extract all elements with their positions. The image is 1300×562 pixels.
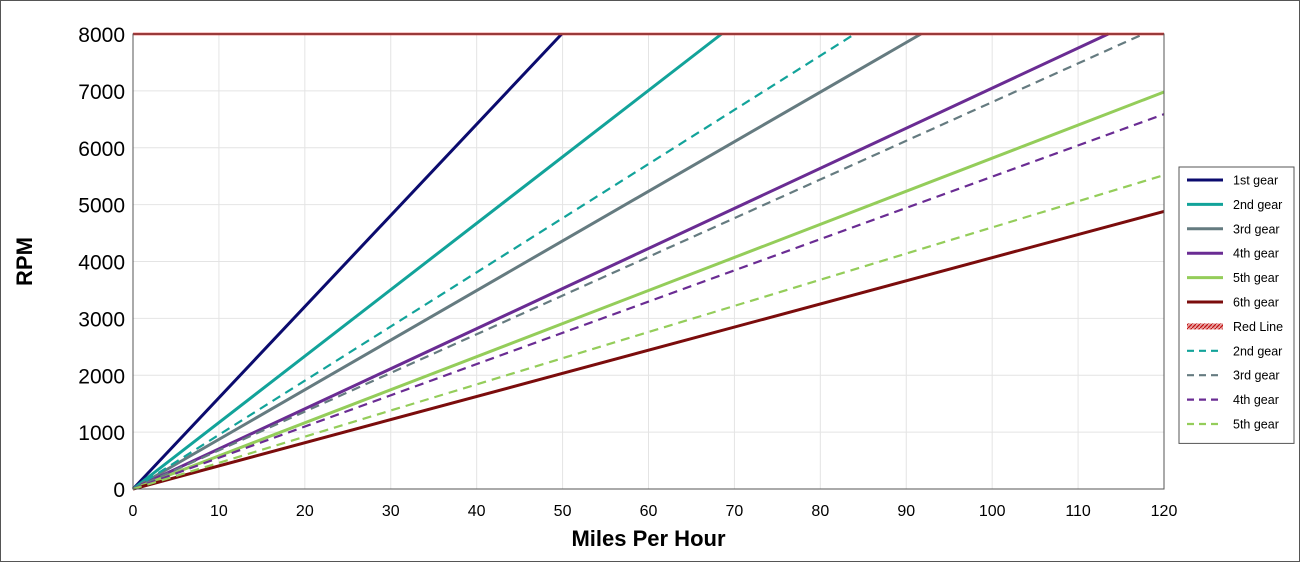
legend-box [1178,166,1295,444]
series-line-3rd-gear-dashed [132,32,1144,491]
series-line-3rd-gear-solid [132,32,922,491]
x-tick-label: 120 [1151,503,1178,520]
legend-label-6th-gear-solid: 6th gear [1233,296,1279,310]
x-axis-title: Miles Per Hour [571,526,725,551]
legend-label-3rd-gear-solid: 3rd gear [1233,222,1280,236]
x-tick-label: 110 [1065,503,1091,520]
x-tick-label: 60 [640,503,658,520]
y-tick-label: 8000 [78,24,125,47]
x-tick-label: 20 [296,503,314,520]
grid-lines [132,33,1165,490]
legend-label-5th-gear-dashed: 5th gear [1233,418,1279,432]
series-line-4th-gear-solid [132,32,1109,491]
legend-swatch-red-line-redline [1187,323,1223,330]
series-line-4th-gear-dashed [132,113,1165,491]
x-tick-label: 80 [811,503,829,520]
legend-label-5th-gear-solid: 5th gear [1233,271,1279,285]
series-line-1st-gear-solid [131,32,563,491]
x-tick-label: 0 [129,503,138,520]
legend: 1st gear 2nd gear 3rd gear 4th gear 5th gear… [1178,166,1295,444]
series-lines [131,32,1165,491]
legend-label-2nd-gear-dashed: 2nd gear [1233,344,1282,358]
x-tick-label: 40 [468,503,486,520]
y-tick-label: 3000 [78,308,125,331]
legend-label-1st-gear-solid: 1st gear [1233,174,1278,188]
x-tick-label: 30 [382,503,400,520]
series-line-2nd-gear-solid [132,32,723,491]
y-tick-label: 6000 [78,138,125,161]
legend-label-4th-gear-solid: 4th gear [1233,247,1279,261]
series-line-5th-gear-solid [132,90,1165,491]
y-tick-label: 0 [113,479,125,502]
y-tick-label: 4000 [78,252,125,275]
legend-label-red-line-redline: Red Line [1233,320,1283,334]
y-tick-label: 7000 [78,81,125,104]
x-tick-label: 70 [726,503,744,520]
legend-label-4th-gear-dashed: 4th gear [1233,393,1279,407]
series-line-6th-gear-solid [132,209,1165,491]
x-tick-label: 90 [897,503,915,520]
y-tick-label: 2000 [78,365,125,388]
x-tick-label: 10 [210,503,228,520]
legend-label-2nd-gear-solid: 2nd gear [1233,198,1282,212]
x-tick-labels: 0 10 20 30 40 50 60 70 80 90 100 110 120 [129,503,1178,520]
x-tick-label: 100 [979,503,1006,520]
y-axis-title: RPM [12,237,37,286]
y-tick-labels: 0 1000 2000 3000 4000 5000 6000 7000 8000 [78,24,125,502]
y-tick-label: 1000 [78,422,125,445]
series-line-2nd-gear-dashed [132,33,856,490]
y-tick-label: 5000 [78,195,125,218]
legend-label-3rd-gear-dashed: 3rd gear [1233,369,1280,383]
plot-area-border [132,33,1165,490]
x-tick-label: 50 [554,503,572,520]
